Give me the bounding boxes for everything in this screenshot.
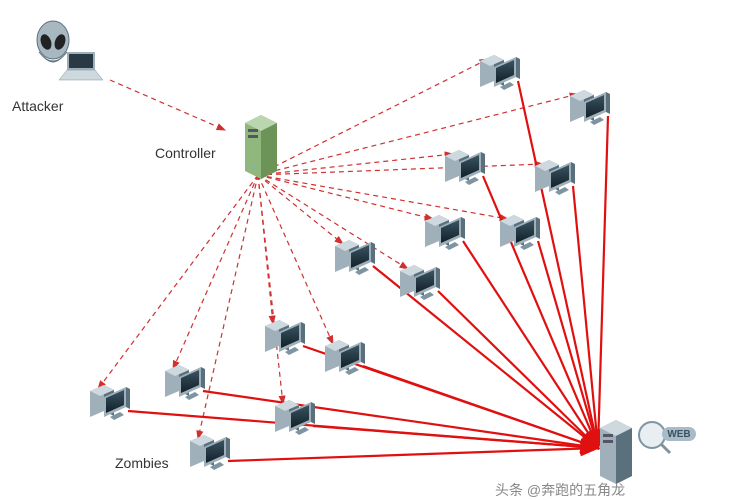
zombie-pc <box>265 320 305 355</box>
zombie-pc <box>480 55 520 90</box>
dashed-arrow <box>258 154 453 175</box>
solid-arrow <box>598 116 608 448</box>
zombie-pc <box>425 215 465 250</box>
dashed-arrow <box>258 175 343 244</box>
solid-arrow <box>483 176 598 448</box>
web-badge: WEB <box>639 422 696 453</box>
zombie-group <box>90 55 610 470</box>
zombie-pc <box>445 150 485 185</box>
solid-arrow <box>463 241 598 448</box>
ddos-diagram: WEB <box>0 0 738 500</box>
zombie-pc <box>190 435 230 470</box>
zombie-pc <box>165 365 205 400</box>
controller-label: Controller <box>155 145 216 161</box>
solid-arrow <box>313 426 598 448</box>
solid-arrow <box>438 291 598 448</box>
svg-text:WEB: WEB <box>667 429 690 440</box>
dashed-arrow <box>258 175 283 404</box>
zombie-pc <box>325 340 365 375</box>
target-server-icon <box>600 420 632 484</box>
zombies-label: Zombies <box>115 455 169 471</box>
attacker-label: Attacker <box>12 98 63 114</box>
solid-arrow <box>228 448 598 461</box>
zombie-target-arrows <box>128 81 608 461</box>
dashed-arrow <box>258 164 543 175</box>
dashed-arrow <box>258 175 433 219</box>
zombie-pc <box>500 215 540 250</box>
arrow-attacker-controller <box>110 80 225 130</box>
dashed-arrow <box>258 175 333 344</box>
zombie-pc <box>570 90 610 125</box>
dashed-arrow <box>258 175 408 269</box>
controller-server-icon <box>245 115 277 179</box>
solid-arrow <box>363 366 598 448</box>
zombie-pc <box>90 385 130 420</box>
zombie-pc <box>400 265 440 300</box>
zombie-pc <box>335 240 375 275</box>
zombie-pc <box>275 400 315 435</box>
attacker-icon <box>37 21 103 80</box>
watermark: 头条 @奔跑的五角龙 <box>495 480 625 500</box>
